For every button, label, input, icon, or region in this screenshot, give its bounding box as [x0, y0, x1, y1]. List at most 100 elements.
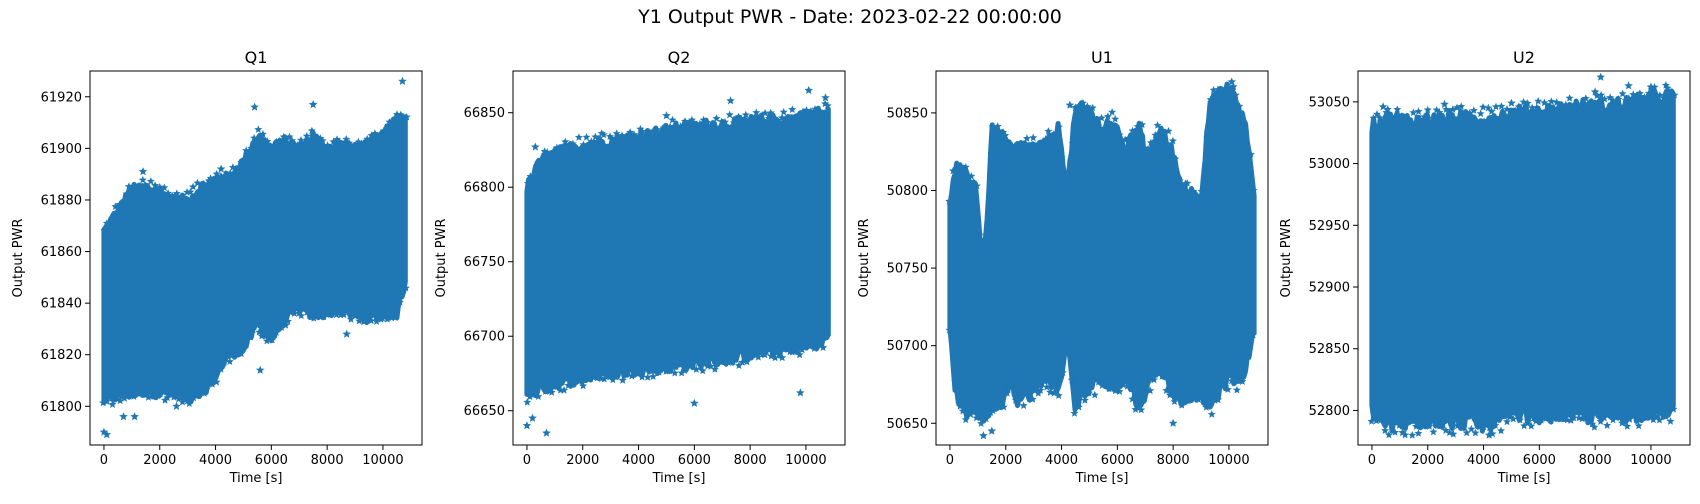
scatter-point	[666, 122, 675, 131]
x-tick-label: 10000	[1208, 453, 1249, 468]
scatter-point	[634, 368, 643, 377]
scatter-point	[1046, 375, 1055, 384]
scatter-point	[993, 122, 1002, 130]
scatter-point	[1094, 377, 1103, 386]
scatter-point	[237, 158, 246, 166]
scatter-point	[1581, 94, 1590, 102]
scatter-point	[1408, 431, 1417, 439]
scatter-point	[160, 183, 169, 192]
scatter-point	[579, 381, 587, 390]
scatter-point	[272, 137, 281, 146]
scatter-point	[1196, 393, 1205, 401]
scatter-point	[309, 131, 318, 140]
scatter-point	[1020, 142, 1029, 150]
scatter-point	[1578, 414, 1587, 423]
scatter-point	[1484, 430, 1494, 439]
scatter-point	[795, 350, 804, 359]
scatter-point	[945, 326, 954, 334]
scatter-point	[1425, 422, 1434, 430]
scatter-point	[1418, 418, 1427, 426]
scatter-point	[630, 130, 639, 138]
scatter-point	[119, 412, 128, 421]
subplot-title: U2	[1513, 48, 1535, 67]
scatter-point	[178, 397, 187, 406]
scatter-point	[1227, 77, 1236, 86]
scatter-point	[698, 366, 707, 375]
scatter-point	[673, 123, 682, 131]
scatter-point	[345, 138, 354, 147]
scatter-point	[109, 213, 118, 221]
scatter-point	[1036, 386, 1045, 394]
x-tick-label: 8000	[1579, 453, 1612, 468]
scatter-point	[1062, 339, 1071, 347]
scatter-point	[332, 310, 341, 319]
scatter-point	[1115, 387, 1124, 395]
scatter-point	[1638, 413, 1647, 422]
scatter-point	[249, 325, 258, 334]
scatter-point	[1108, 108, 1117, 116]
scatter-point	[643, 373, 652, 381]
scatter-point	[1221, 84, 1230, 93]
scatter-point	[1084, 388, 1093, 397]
scatter-point	[1642, 412, 1651, 421]
scatter-point	[1123, 382, 1132, 390]
scatter-point	[1019, 401, 1028, 410]
scatter-point	[329, 137, 338, 146]
scatter-point	[534, 392, 543, 400]
scatter-point	[1609, 96, 1617, 104]
scatter-point	[708, 119, 717, 127]
scatter-point	[1070, 409, 1079, 417]
axes-frame	[89, 70, 423, 446]
scatter-point	[668, 115, 677, 124]
scatter-point	[288, 136, 296, 145]
scatter-point	[804, 85, 813, 94]
subplot-title: Q2	[668, 48, 691, 67]
scatter-point	[1476, 109, 1485, 118]
scatter-point	[396, 110, 405, 119]
scatter-point	[363, 134, 372, 143]
scatter-point	[1547, 97, 1556, 105]
scatter-point	[1465, 108, 1474, 117]
scatter-point	[1214, 85, 1222, 93]
scatter-point	[1546, 102, 1554, 110]
scatter-point	[731, 355, 739, 364]
scatter-point	[1014, 397, 1023, 406]
scatter-point	[986, 171, 995, 180]
scatter-point	[138, 175, 147, 184]
scatter-points	[945, 77, 1258, 440]
figure-suptitle: Y1 Output PWR - Date: 2023-02-22 00:00:0…	[638, 6, 1062, 28]
scatter-point	[319, 312, 328, 321]
scatter-point	[696, 119, 704, 128]
scatter-point	[1655, 415, 1664, 424]
scatter-point	[1244, 351, 1253, 360]
scatter-point	[1381, 426, 1390, 434]
scatter-point	[193, 390, 202, 399]
scatter-point	[1001, 131, 1010, 139]
scatter-point	[202, 385, 211, 393]
scatter-point	[1131, 405, 1140, 413]
scatter-point	[1479, 103, 1487, 111]
scatter-point	[1618, 89, 1627, 98]
scatter-point	[1388, 113, 1397, 122]
scatter-point	[308, 100, 318, 109]
scatter-point	[526, 392, 534, 401]
scatter-point	[257, 331, 266, 340]
scatter-point	[1509, 414, 1518, 423]
scatter-point	[531, 142, 540, 151]
scatter-point	[1409, 108, 1418, 117]
scatter-point	[302, 131, 311, 140]
scatter-point	[1376, 415, 1385, 424]
scatter-point	[681, 117, 689, 125]
x-axis-label: Time [s]	[229, 471, 283, 486]
scatter-point	[290, 309, 299, 317]
scatter-point	[339, 310, 348, 319]
scatter-point	[1080, 396, 1089, 404]
scatter-point	[144, 393, 153, 401]
scatter-point	[138, 167, 148, 176]
scatter-point	[979, 431, 988, 440]
scatter-point	[806, 107, 815, 115]
scatter-point	[146, 177, 155, 185]
scatter-point	[1649, 415, 1658, 424]
scatter-point	[810, 344, 819, 352]
scatter-point	[552, 143, 561, 152]
